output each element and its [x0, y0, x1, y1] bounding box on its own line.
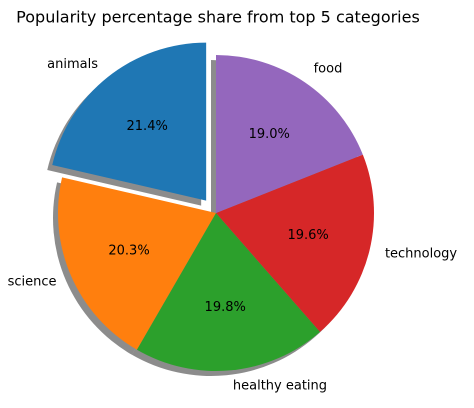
- category-label: science: [8, 275, 57, 290]
- pie-slice: [216, 154, 374, 332]
- value-label: 19.6%: [287, 228, 328, 243]
- pie-slice: [58, 177, 216, 350]
- value-label: 20.3%: [108, 243, 149, 258]
- category-label: food: [314, 62, 343, 77]
- value-label: 21.4%: [127, 119, 168, 134]
- chart-title: Popularity percentage share from top 5 c…: [16, 8, 420, 27]
- category-label: technology: [385, 246, 457, 261]
- pie-slice: [52, 42, 207, 201]
- value-label: 19.8%: [205, 300, 246, 315]
- category-label: healthy eating: [233, 378, 327, 393]
- category-label: animals: [47, 57, 98, 72]
- pie-slice: [216, 55, 363, 213]
- pie-slice: [136, 213, 321, 372]
- value-label: 19.0%: [249, 127, 290, 142]
